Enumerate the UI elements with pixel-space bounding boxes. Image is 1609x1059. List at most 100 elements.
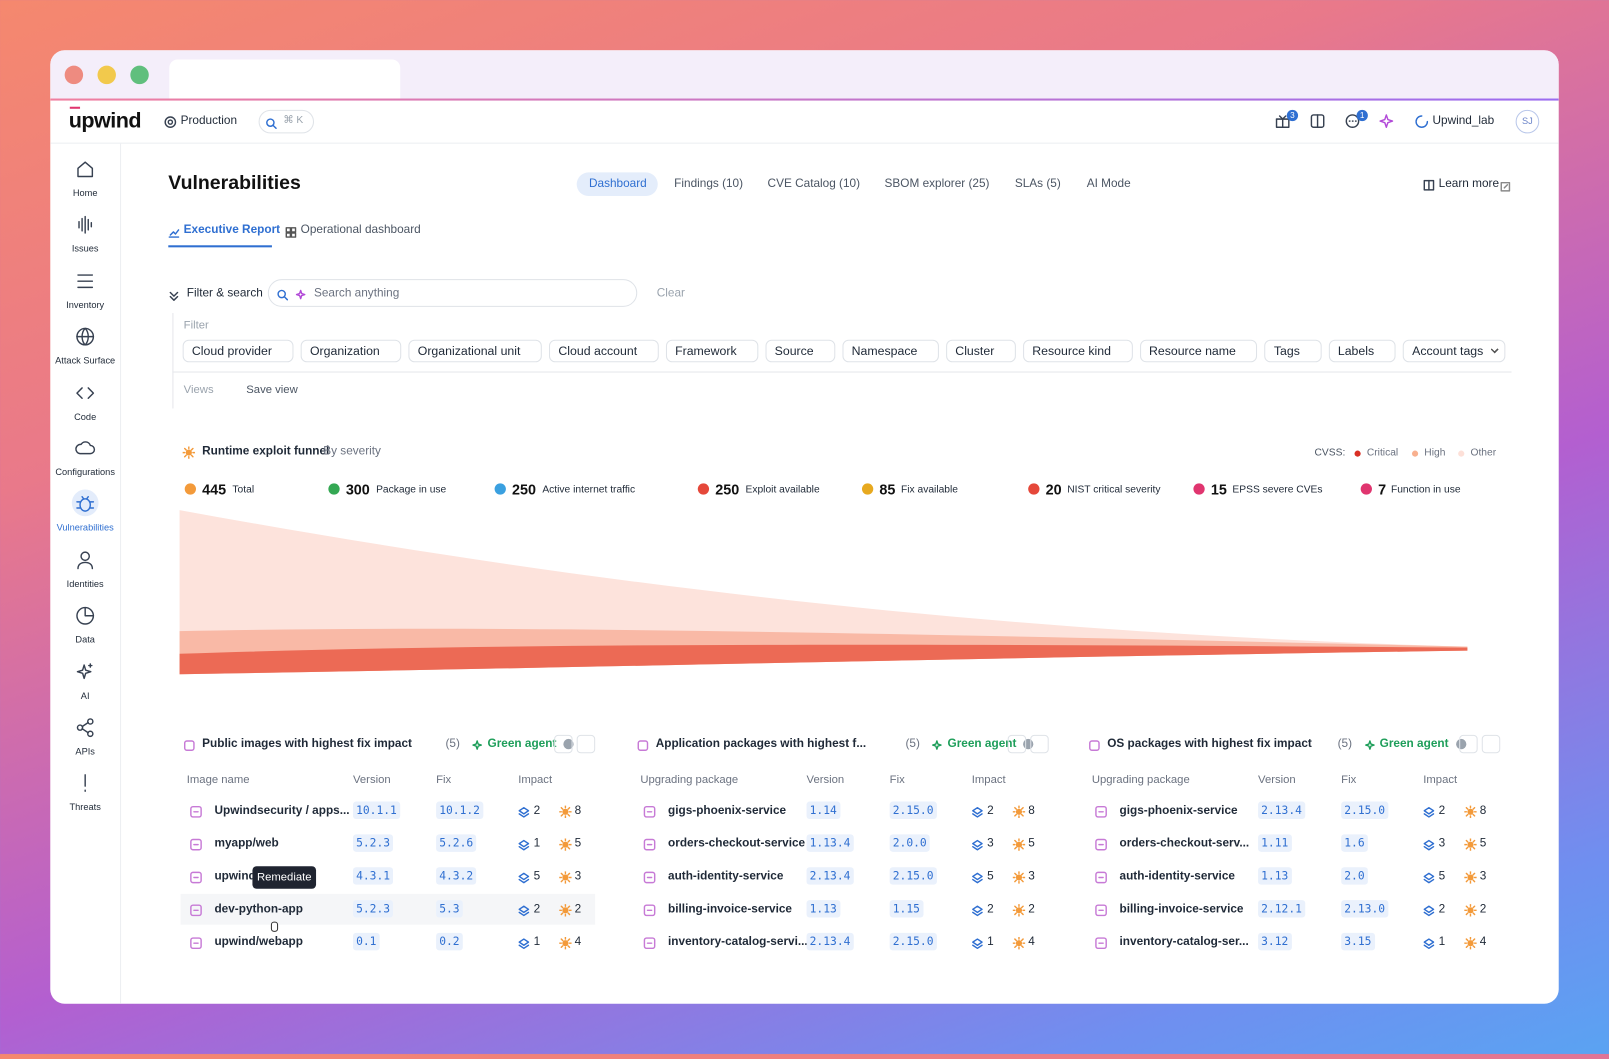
sidebar-item[interactable]: Data — [75, 634, 95, 645]
icon-part — [78, 216, 93, 235]
row-name[interactable]: inventory-catalog-ser... — [1119, 935, 1249, 949]
filter-chip[interactable]: Tags — [1264, 339, 1322, 363]
search-box[interactable] — [267, 279, 638, 307]
row-name[interactable]: myapp/web — [214, 837, 279, 850]
sidebar-item[interactable]: Configurations — [55, 466, 115, 478]
icon-part — [1095, 937, 1107, 950]
impact-layers: 5 — [533, 870, 541, 883]
icon-part — [1423, 839, 1435, 851]
filter-chip[interactable]: Account tags — [1402, 339, 1505, 363]
environment-select[interactable]: Production — [180, 114, 238, 128]
stat-value: 250 — [715, 481, 740, 498]
filter-chip[interactable]: Organizational unit — [408, 339, 542, 363]
filter-toggle[interactable]: Filter & search — [186, 287, 263, 300]
sidebar-item[interactable]: Inventory — [66, 299, 105, 310]
tab[interactable]: Dashboard — [589, 177, 647, 190]
avatar[interactable]: SJ — [1515, 109, 1540, 134]
filter-chip[interactable]: Namespace — [842, 339, 939, 363]
icon-part — [1015, 874, 1023, 881]
sidebar-item[interactable]: Vulnerabilities — [56, 522, 114, 534]
row-icon — [1095, 870, 1107, 884]
icon-part — [190, 871, 202, 884]
tab[interactable]: SLAs (5) — [1014, 177, 1061, 190]
impact-vulns: 2 — [1479, 903, 1487, 916]
funnel-icon — [181, 445, 196, 460]
row-name[interactable]: billing-invoice-service — [668, 903, 792, 916]
tab[interactable]: AI Mode — [1086, 177, 1131, 190]
icon-part — [1012, 804, 1026, 819]
version-tag: 1.13 — [806, 900, 840, 918]
stat-label: EPSS severe CVEs — [1232, 484, 1323, 496]
download-button[interactable] — [554, 734, 573, 754]
version-tag: 1.13 — [1258, 867, 1292, 885]
expand-button[interactable] — [1030, 734, 1049, 754]
column-header: Fix — [436, 773, 452, 787]
save-view[interactable]: Save view — [246, 383, 298, 397]
tab[interactable]: SBOM explorer (25) — [884, 177, 990, 190]
sidebar-icon — [75, 606, 96, 627]
sidebar-item[interactable]: APIs — [75, 746, 95, 757]
icon-part — [972, 938, 983, 950]
icon-part — [643, 805, 656, 818]
filter-chip[interactable]: Cloud provider — [182, 339, 294, 363]
layers-icon — [972, 870, 983, 884]
search-button[interactable] — [258, 109, 315, 134]
filter-chip[interactable]: Labels — [1328, 339, 1396, 363]
row-name[interactable]: Upwindsecurity / apps... — [214, 804, 350, 817]
views-toggle[interactable]: Views — [183, 383, 214, 397]
impact-vulns: 2 — [574, 903, 582, 916]
icon-part — [76, 662, 93, 679]
search-icon — [277, 287, 289, 301]
row-name[interactable]: billing-invoice-service — [1119, 903, 1244, 916]
icon-part — [1423, 938, 1435, 950]
expand-button[interactable] — [576, 734, 596, 754]
clear-button[interactable]: Clear — [656, 287, 685, 300]
icon-part — [164, 116, 177, 128]
user-menu[interactable]: Upwind_lab — [1432, 114, 1495, 128]
filter-chip[interactable]: Resource name — [1139, 339, 1258, 363]
filter-chip[interactable]: Cloud account — [549, 339, 659, 363]
row-name[interactable]: gigs-phoenix-service — [1119, 804, 1238, 817]
minimize-button[interactable] — [97, 65, 116, 85]
download-button[interactable] — [1459, 734, 1478, 754]
icon-part — [76, 718, 94, 738]
icon-part — [190, 805, 202, 818]
sidebar-item[interactable]: Code — [74, 411, 97, 422]
close-button[interactable] — [64, 65, 84, 85]
expand-button[interactable] — [1481, 734, 1501, 754]
filter-chip[interactable]: Source — [765, 339, 836, 363]
subtab[interactable]: Executive Report — [183, 223, 281, 237]
row-name[interactable]: auth-identity-service — [668, 870, 784, 883]
learn-more[interactable]: Learn more — [1438, 177, 1500, 190]
tab[interactable]: CVE Catalog (10) — [767, 177, 861, 190]
filter-chip[interactable]: Resource kind — [1023, 339, 1133, 363]
chip-row: Cloud provider Organization Organizational… — [182, 339, 1505, 363]
zoom-button[interactable] — [130, 65, 149, 85]
icon-part — [972, 839, 983, 851]
sidebar-item[interactable]: Issues — [71, 243, 99, 254]
icon-part — [295, 289, 306, 300]
row-name[interactable]: orders-checkout-service — [668, 837, 806, 850]
row-name[interactable]: dev-python-app — [214, 903, 303, 916]
tab[interactable]: Findings (10) — [674, 177, 744, 190]
download-button[interactable] — [1007, 734, 1027, 754]
row-name[interactable]: gigs-phoenix-service — [668, 804, 787, 817]
stat-value: 445 — [202, 481, 227, 498]
subtab[interactable]: Operational dashboard — [300, 223, 421, 237]
sidebar-item[interactable]: Identities — [66, 578, 104, 589]
sidebar-item[interactable]: AI — [80, 690, 90, 701]
row-name[interactable]: inventory-catalog-servi... — [668, 935, 808, 949]
filter-chip[interactable]: Cluster — [946, 339, 1016, 363]
impact-vulns: 8 — [1479, 804, 1487, 817]
row-name[interactable]: upwind/webapp — [214, 935, 303, 949]
row-name[interactable]: orders-checkout-serv... — [1119, 837, 1250, 850]
filter-chip[interactable]: Organization — [300, 339, 402, 363]
icon-part — [84, 607, 95, 617]
row-name[interactable]: auth-identity-service — [1119, 870, 1235, 883]
sidebar-item[interactable]: Home — [72, 187, 98, 199]
sidebar-item[interactable]: Attack Surface — [55, 355, 116, 366]
icon-part — [76, 386, 95, 399]
filter-chip[interactable]: Framework — [665, 339, 759, 363]
sidebar-item[interactable]: Threats — [69, 801, 101, 813]
agent-icon — [1364, 738, 1375, 750]
